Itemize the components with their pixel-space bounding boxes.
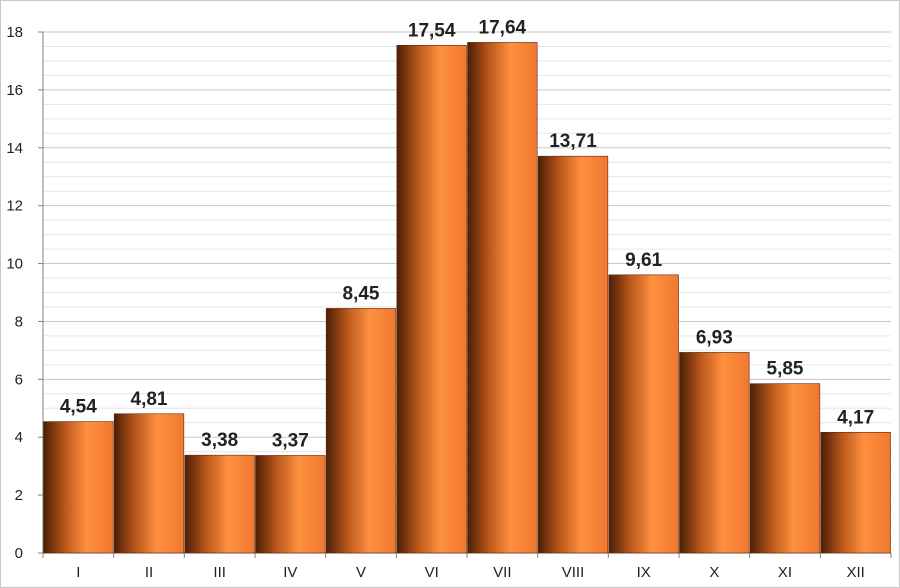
x-tick-label: VIII <box>562 564 585 581</box>
bar <box>608 274 679 554</box>
data-label: 17,54 <box>408 20 456 41</box>
x-tick-label: IV <box>283 564 297 581</box>
x-tick-label: I <box>76 564 80 581</box>
gridlines <box>43 31 891 554</box>
x-tick-label: X <box>709 564 719 581</box>
bar <box>467 42 538 554</box>
y-tick-label: 0 <box>15 545 23 562</box>
bar <box>325 308 397 554</box>
data-label: 17,64 <box>479 17 527 38</box>
y-tick-label: 14 <box>6 140 23 157</box>
bar <box>184 454 255 554</box>
data-labels: 4,54 4,81 3,38 3,37 8,45 17,54 17,64 13,71 9,61 6… <box>60 17 874 451</box>
bar <box>749 383 821 554</box>
bars <box>43 42 891 554</box>
x-tick-label: VII <box>493 564 511 581</box>
bar <box>43 421 114 554</box>
y-tick-label: 12 <box>6 198 23 215</box>
data-label: 13,71 <box>549 131 597 152</box>
y-tick-label: 6 <box>15 371 23 388</box>
x-tick-label: IX <box>637 564 651 581</box>
data-label: 3,37 <box>272 430 309 451</box>
bar <box>113 413 185 554</box>
data-label: 8,45 <box>343 283 380 304</box>
y-tick-label: 8 <box>15 313 23 330</box>
bar <box>396 45 467 554</box>
data-label: 6,93 <box>696 327 733 348</box>
data-label: 4,81 <box>131 389 168 410</box>
bar <box>255 455 326 554</box>
x-tick-label: II <box>145 564 153 581</box>
bar <box>537 155 609 554</box>
data-label: 5,85 <box>767 359 804 380</box>
x-tick-label: V <box>356 564 366 581</box>
data-label: 4,54 <box>60 397 97 418</box>
y-tick-label: 16 <box>6 82 23 99</box>
data-label: 9,61 <box>625 250 662 271</box>
y-tick-label: 4 <box>15 429 23 446</box>
bar <box>820 432 891 554</box>
x-tick-label: XII <box>846 564 864 581</box>
data-label: 3,38 <box>201 430 238 451</box>
y-tick-label: 18 <box>6 24 23 41</box>
y-tick-label: 2 <box>15 487 23 504</box>
x-tick-label: III <box>213 564 226 581</box>
bar <box>679 352 750 554</box>
y-tick-label: 10 <box>6 256 23 273</box>
x-tick-label: XI <box>778 564 792 581</box>
x-tick-label: VI <box>425 564 439 581</box>
data-label: 4,17 <box>837 407 874 428</box>
